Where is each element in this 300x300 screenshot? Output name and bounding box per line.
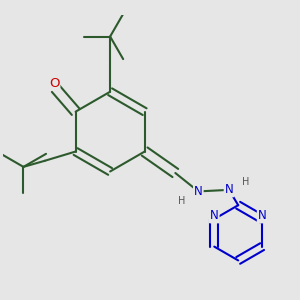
Text: H: H — [178, 196, 185, 206]
Text: N: N — [258, 209, 266, 222]
Text: N: N — [210, 209, 219, 222]
Text: H: H — [242, 177, 250, 187]
Text: N: N — [225, 183, 233, 196]
Text: N: N — [194, 185, 203, 198]
Text: O: O — [49, 76, 59, 90]
